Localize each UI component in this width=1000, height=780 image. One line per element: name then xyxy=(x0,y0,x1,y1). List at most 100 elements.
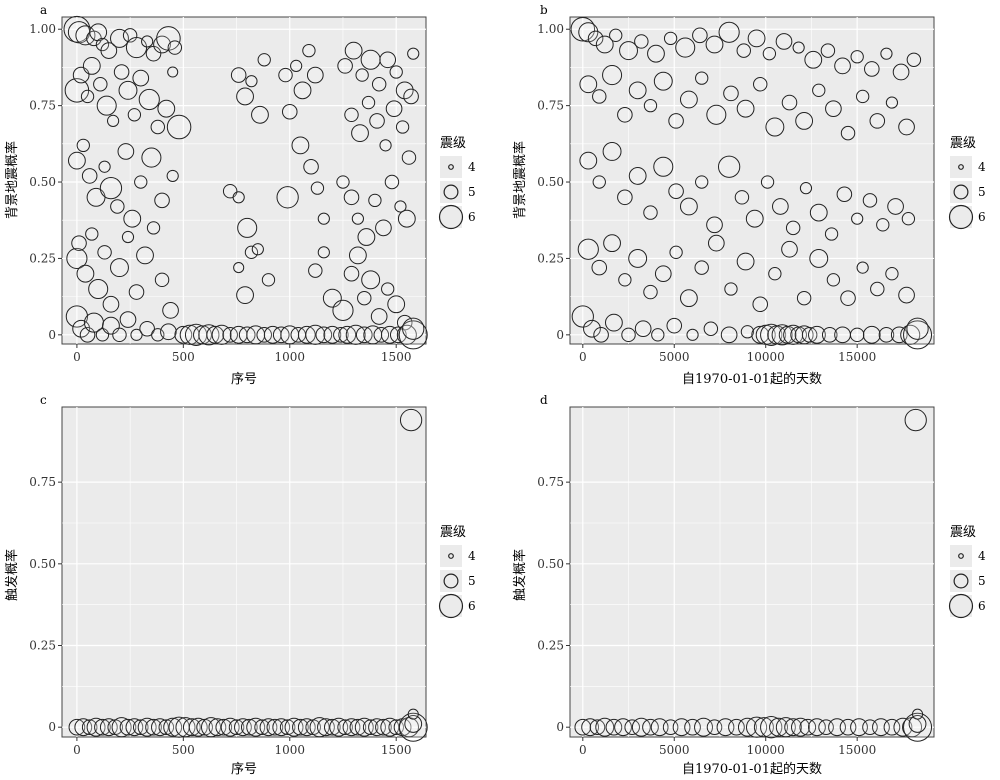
data-point xyxy=(136,246,154,265)
data-point xyxy=(99,177,123,200)
data-point xyxy=(809,248,829,268)
data-point xyxy=(753,717,774,738)
data-point xyxy=(127,108,142,122)
data-point xyxy=(634,320,652,338)
data-point xyxy=(808,718,826,737)
y-tick-label: 0.75 xyxy=(29,475,56,489)
legend-key-label: 5 xyxy=(978,574,986,588)
data-point xyxy=(887,198,904,215)
data-point xyxy=(370,308,388,325)
data-point xyxy=(292,718,309,736)
data-point xyxy=(900,324,921,345)
panel-a-y-axis-title: 背景地震概率 xyxy=(4,141,20,219)
data-point xyxy=(737,717,757,737)
data-point xyxy=(297,325,316,344)
data-point xyxy=(878,327,895,343)
panel-d-points xyxy=(574,408,933,742)
data-point xyxy=(94,718,111,736)
data-point xyxy=(88,278,109,300)
data-point xyxy=(740,325,755,339)
data-point xyxy=(736,252,755,271)
y-tick-label: 1.00 xyxy=(29,22,56,36)
data-point xyxy=(368,193,382,208)
legend-c-keys: 4 5 6 xyxy=(438,545,476,619)
data-point xyxy=(834,57,851,75)
data-point xyxy=(769,717,788,737)
data-point xyxy=(230,67,247,83)
data-point xyxy=(651,328,665,342)
data-point xyxy=(603,234,621,253)
data-point xyxy=(228,719,245,735)
data-point xyxy=(826,273,841,287)
x-tick-label: 15000 xyxy=(838,350,876,364)
data-point xyxy=(724,282,738,296)
data-point xyxy=(357,290,372,306)
data-point xyxy=(643,205,658,220)
data-point xyxy=(369,113,385,129)
data-point xyxy=(801,327,818,343)
data-point xyxy=(825,100,842,118)
data-point xyxy=(602,65,623,86)
data-point xyxy=(804,50,823,69)
data-point xyxy=(614,718,632,737)
y-tick-label: 0.50 xyxy=(29,175,56,189)
data-point xyxy=(338,325,357,344)
data-point xyxy=(684,718,701,736)
data-point xyxy=(166,169,179,183)
data-point xyxy=(760,175,775,189)
data-point xyxy=(642,718,659,736)
data-point xyxy=(890,326,908,344)
data-point xyxy=(389,65,403,79)
panel-d-y-axis-title: 触发概率 xyxy=(512,549,528,601)
legend-key-label: 4 xyxy=(468,160,476,174)
data-point xyxy=(76,138,90,153)
data-point xyxy=(113,64,130,80)
data-point xyxy=(145,718,162,736)
data-point xyxy=(125,718,144,737)
panel-d: d 0 5000 10000 15000 0 0.25 0.50 0.75 自1970-01-… xyxy=(512,393,935,777)
data-point xyxy=(65,305,89,328)
data-point xyxy=(591,259,608,276)
data-point xyxy=(333,327,349,343)
data-point xyxy=(679,197,698,216)
legend-key-symbol xyxy=(448,553,454,559)
data-point xyxy=(619,41,638,61)
data-point xyxy=(792,41,805,54)
data-point xyxy=(150,119,166,135)
data-point xyxy=(323,718,341,736)
data-point xyxy=(206,325,225,344)
data-point xyxy=(883,718,901,736)
data-point xyxy=(618,273,632,287)
data-point xyxy=(251,105,269,124)
data-point xyxy=(182,718,201,737)
data-point xyxy=(840,125,856,141)
y-tick-label: 1.00 xyxy=(537,22,564,36)
panel-a-plot-area xyxy=(61,16,427,345)
data-point xyxy=(344,107,359,123)
legend-key-symbol xyxy=(448,164,454,170)
data-point xyxy=(911,708,924,720)
x-tick-label: 500 xyxy=(172,350,195,364)
data-point xyxy=(775,33,793,50)
data-point xyxy=(768,267,782,281)
data-point xyxy=(850,50,864,64)
y-tick-label: 0.50 xyxy=(537,175,564,189)
data-point xyxy=(851,212,864,225)
legend-key-label: 5 xyxy=(468,574,476,588)
legend-key-label: 6 xyxy=(468,599,476,613)
data-point xyxy=(329,717,349,737)
data-point xyxy=(717,155,741,178)
data-point xyxy=(122,28,138,43)
data-point xyxy=(82,56,101,75)
y-tick-label: 0 xyxy=(556,328,564,342)
panel-b-axes: 0 5000 10000 15000 0 0.25 0.50 0.75 1.00 xyxy=(537,22,876,364)
x-tick-label: 0 xyxy=(73,743,81,757)
data-point xyxy=(579,151,598,170)
legend-key-symbol xyxy=(953,573,969,589)
data-point xyxy=(342,718,361,737)
legend-b-keys: 4 5 6 xyxy=(948,156,986,230)
data-point xyxy=(906,52,922,68)
data-point xyxy=(398,320,428,350)
data-point xyxy=(111,717,132,738)
data-point xyxy=(234,718,252,737)
